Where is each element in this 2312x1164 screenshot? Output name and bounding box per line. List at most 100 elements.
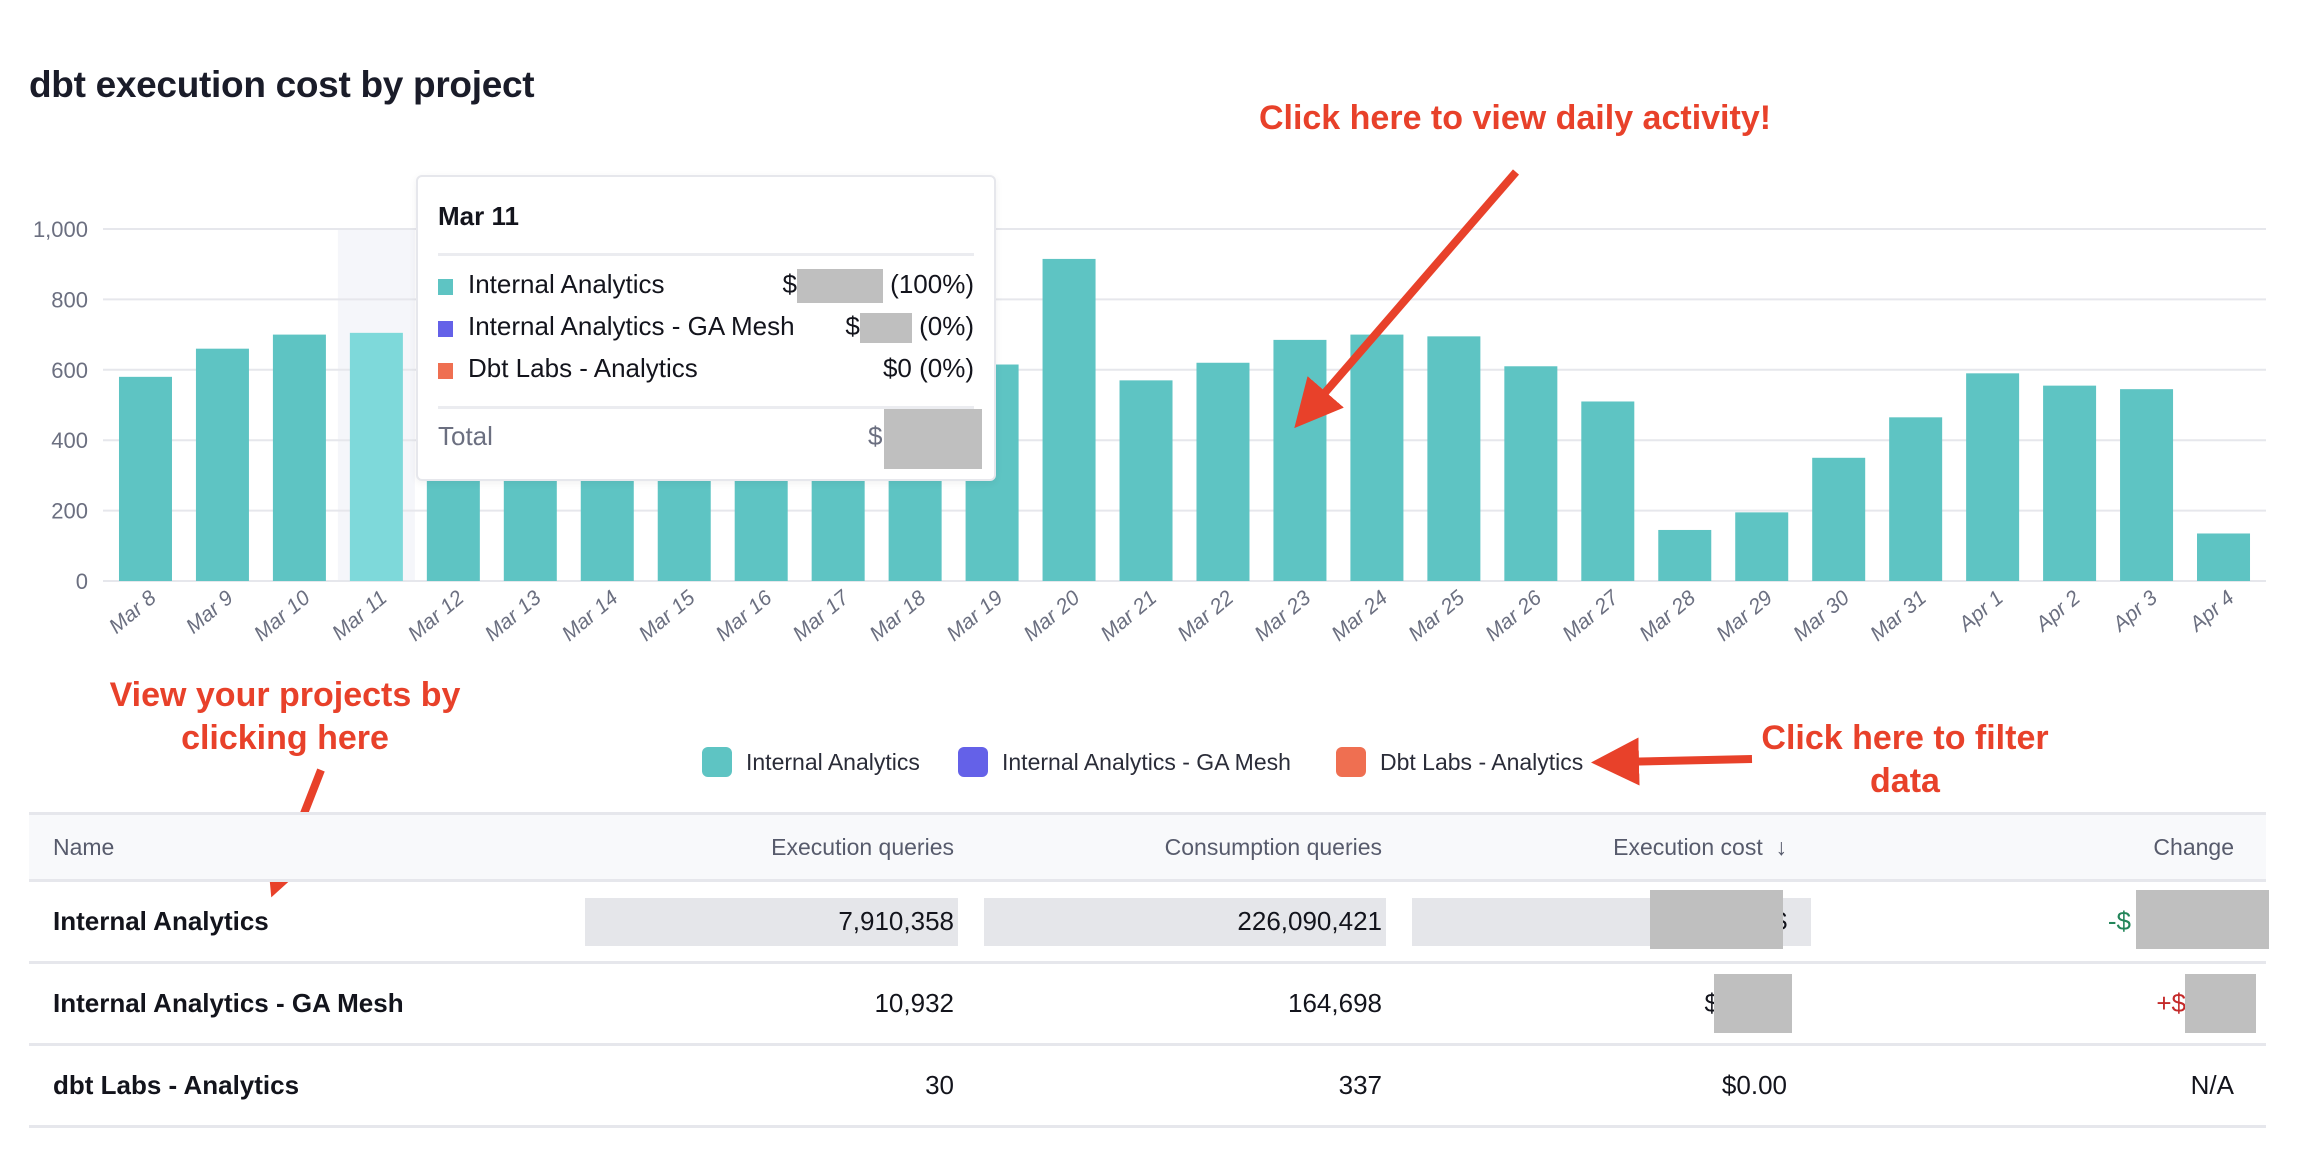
bar-mar-23[interactable] bbox=[1273, 339, 1327, 581]
x-tick-label: Mar 31 bbox=[1866, 586, 1931, 646]
redacted-value bbox=[796, 269, 883, 304]
execution-cost-cell: $ bbox=[1386, 962, 1811, 1046]
x-tick-label: Apr 4 bbox=[2184, 586, 2239, 637]
x-tick-label: Mar 14 bbox=[558, 586, 623, 646]
x-tick-label: Mar 24 bbox=[1327, 586, 1392, 646]
tooltip-value: $0 bbox=[882, 353, 912, 383]
swatch-icon bbox=[438, 321, 453, 337]
bar-mar-26[interactable] bbox=[1504, 366, 1558, 581]
change-cell: -$ bbox=[1811, 880, 2269, 964]
execution-queries-cell: 10,932 bbox=[585, 962, 958, 1046]
x-tick-label: Mar 25 bbox=[1404, 586, 1469, 646]
project-name-link[interactable]: Internal Analytics - GA Mesh bbox=[29, 962, 585, 1046]
redacted-value bbox=[884, 409, 982, 469]
column-header-execution-cost[interactable]: Execution cost ↓ bbox=[1386, 812, 1811, 882]
y-tick-label: 0 bbox=[76, 569, 88, 594]
page-title: dbt execution cost by project bbox=[29, 64, 535, 105]
legend-swatch-icon bbox=[702, 747, 732, 777]
cell-value: +$ bbox=[2156, 988, 2186, 1018]
x-tick-label: Apr 1 bbox=[1953, 586, 2008, 637]
bar-apr-2[interactable] bbox=[2043, 385, 2097, 581]
tooltip-label: Internal Analytics bbox=[468, 269, 665, 299]
column-header-name[interactable]: Name bbox=[29, 812, 585, 882]
bar-mar-29[interactable] bbox=[1735, 512, 1789, 581]
tooltip-date: Mar 11 bbox=[438, 201, 519, 231]
tooltip-row: Internal Analytics - GA Mesh $ (0%) bbox=[438, 311, 974, 347]
bar-mar-27[interactable] bbox=[1581, 401, 1635, 581]
x-tick-label: Apr 3 bbox=[2107, 586, 2162, 637]
bar-mar-11[interactable] bbox=[349, 332, 403, 581]
x-tick-label: Mar 18 bbox=[865, 586, 930, 646]
x-tick-label: Mar 11 bbox=[328, 586, 392, 645]
table-row[interactable]: Internal Analytics 7,910,358 226,090,421… bbox=[29, 880, 2269, 964]
swatch-icon bbox=[438, 363, 453, 379]
tooltip-total-label: Total bbox=[438, 421, 493, 451]
bar-mar-28[interactable] bbox=[1658, 529, 1712, 581]
bar-mar-31[interactable] bbox=[1889, 417, 1943, 581]
bar-mar-30[interactable] bbox=[1812, 457, 1866, 581]
sort-descending-icon[interactable]: ↓ bbox=[1775, 833, 1788, 860]
bar-mar-10[interactable] bbox=[272, 334, 326, 581]
bar-mar-8[interactable] bbox=[118, 376, 172, 581]
table-header-row: Name Execution queries Consumption queri… bbox=[29, 812, 2266, 882]
tooltip-pct: (0%) bbox=[919, 353, 974, 383]
x-tick-label: Mar 20 bbox=[1019, 586, 1084, 646]
x-tick-label: Mar 13 bbox=[481, 586, 546, 646]
y-tick-label: 400 bbox=[51, 428, 88, 453]
redacted-value bbox=[859, 313, 912, 344]
table-row[interactable]: Internal Analytics - GA Mesh 10,932 164,… bbox=[29, 962, 2266, 1046]
tooltip-value: $ bbox=[845, 311, 860, 341]
legend-label: Internal Analytics bbox=[746, 748, 920, 775]
legend-item-internal-analytics[interactable]: Internal Analytics bbox=[702, 745, 920, 779]
bar-mar-20[interactable] bbox=[1042, 258, 1096, 581]
legend-item-ga-mesh[interactable]: Internal Analytics - GA Mesh bbox=[958, 745, 1291, 779]
redacted-value bbox=[2136, 890, 2269, 949]
projects-table: Name Execution queries Consumption queri… bbox=[29, 812, 2269, 1128]
column-header-consumption-queries[interactable]: Consumption queries bbox=[958, 812, 1386, 882]
x-tick-label: Mar 22 bbox=[1173, 586, 1238, 646]
bar-mar-25[interactable] bbox=[1427, 336, 1481, 581]
x-tick-label: Apr 2 bbox=[2030, 586, 2085, 637]
bar-mar-24[interactable] bbox=[1350, 334, 1404, 581]
x-tick-label: Mar 23 bbox=[1250, 586, 1315, 646]
x-tick-label: Mar 30 bbox=[1789, 586, 1854, 646]
execution-cost-cell: $0.00 bbox=[1386, 1044, 1811, 1128]
cell-value: -$ bbox=[2107, 906, 2131, 936]
x-tick-label: Mar 17 bbox=[789, 585, 855, 645]
bar-apr-4[interactable] bbox=[2197, 533, 2251, 581]
bar-mar-22[interactable] bbox=[1196, 362, 1250, 581]
y-tick-label: 1,000 bbox=[33, 217, 88, 242]
change-cell: +$ bbox=[1811, 962, 2266, 1046]
redacted-value bbox=[2185, 974, 2256, 1033]
consumption-queries-cell: 164,698 bbox=[958, 962, 1386, 1046]
x-tick-label: Mar 15 bbox=[635, 586, 700, 646]
legend-item-dbt-labs[interactable]: Dbt Labs - Analytics bbox=[1336, 745, 1583, 779]
x-tick-label: Mar 10 bbox=[250, 586, 315, 646]
bar-apr-3[interactable] bbox=[2120, 389, 2174, 581]
cell-value: 7,910,358 bbox=[838, 906, 954, 936]
divider bbox=[438, 406, 974, 409]
project-name-link[interactable]: dbt Labs - Analytics bbox=[29, 1044, 585, 1128]
redacted-value bbox=[1714, 974, 1792, 1033]
column-header-execution-queries[interactable]: Execution queries bbox=[585, 812, 958, 882]
legend-swatch-icon bbox=[958, 747, 988, 777]
execution-queries-cell: 7,910,358 bbox=[585, 880, 958, 964]
tooltip-pct: (100%) bbox=[890, 269, 974, 299]
table-row[interactable]: dbt Labs - Analytics 30 337 $0.00 N/A bbox=[29, 1044, 2266, 1128]
tooltip-label: Dbt Labs - Analytics bbox=[468, 353, 698, 383]
project-name-link[interactable]: Internal Analytics bbox=[29, 880, 585, 964]
x-tick-label: Mar 12 bbox=[404, 586, 469, 646]
bar-mar-21[interactable] bbox=[1119, 380, 1173, 581]
execution-cost-cell: $ bbox=[1386, 880, 1811, 964]
tooltip-row: Dbt Labs - Analytics $0 (0%) bbox=[438, 353, 974, 389]
x-tick-label: Mar 21 bbox=[1096, 586, 1161, 646]
annotation-filter: Click here to filter data bbox=[1761, 719, 2049, 800]
execution-queries-cell: 30 bbox=[585, 1044, 958, 1128]
x-tick-label: Mar 9 bbox=[182, 586, 238, 638]
bar-apr-1[interactable] bbox=[1966, 373, 2020, 581]
bar-mar-9[interactable] bbox=[195, 348, 249, 581]
consumption-queries-cell: 226,090,421 bbox=[958, 880, 1386, 964]
column-header-change[interactable]: Change bbox=[1811, 812, 2266, 882]
tooltip-value: $ bbox=[782, 269, 797, 299]
